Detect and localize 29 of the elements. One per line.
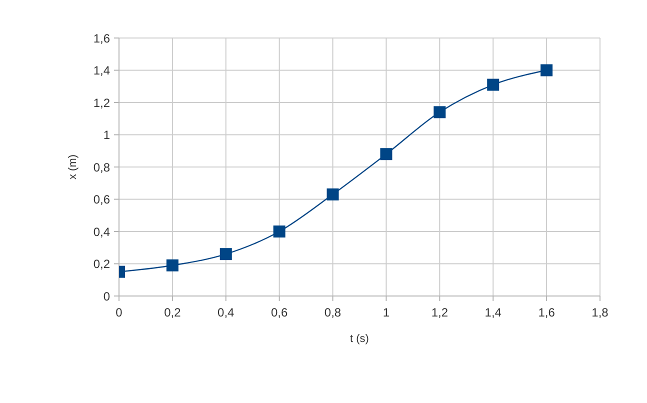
y-tick-label: 1,6 — [93, 31, 110, 46]
point — [273, 226, 286, 238]
y-tick-label: 0,6 — [93, 192, 110, 207]
point — [380, 148, 392, 160]
point — [434, 106, 446, 118]
x-tick-label: 0,2 — [164, 306, 182, 320]
x-tick-label: 1 — [382, 306, 390, 320]
x-tick-label: 0,6 — [270, 306, 288, 320]
x-tick-label: 0,8 — [324, 306, 342, 320]
x-tick-label: 1,6 — [538, 306, 556, 320]
y-tick-label: 1,4 — [93, 64, 110, 78]
y-tick-label: 0,2 — [93, 257, 110, 272]
point — [326, 188, 339, 200]
x-tick-label: 0 — [116, 306, 123, 320]
y-tick-label: 1 — [103, 128, 110, 142]
x-tick-label: 0,4 — [218, 306, 235, 320]
x-axis-title: t (s) — [350, 332, 369, 345]
y-tick-label: 1,2 — [93, 96, 110, 110]
x-tick-label: 1,8 — [592, 306, 609, 320]
point — [540, 64, 553, 76]
y-tick-label: 0,8 — [93, 160, 110, 174]
point — [166, 259, 178, 272]
point — [487, 78, 500, 91]
x-tick-label: 1,2 — [431, 306, 448, 320]
x-tick-label: 1,4 — [484, 306, 502, 320]
y-axis-title: x (m) — [66, 154, 79, 180]
y-tick-label: 0,4 — [93, 224, 110, 239]
point — [220, 248, 232, 260]
y-tick-label: 0 — [103, 289, 110, 304]
